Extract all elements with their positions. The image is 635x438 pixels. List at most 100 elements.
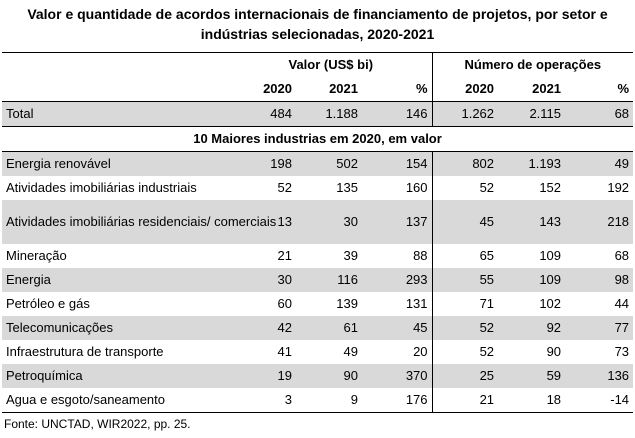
row-label: Telecomunicações: [2, 316, 230, 340]
cell-value-2020: 42: [230, 316, 296, 340]
cell-ops-pct: 77: [565, 316, 634, 340]
cell-ops-2020: 1.262: [431, 101, 499, 127]
row-label: Energia: [2, 268, 230, 292]
table-title: Valor e quantidade de acordos internacio…: [0, 4, 635, 44]
header-ops-2020: 2020: [431, 77, 499, 102]
cell-value-2020: 52: [277, 180, 292, 195]
cell-value-pct: 154: [362, 151, 433, 176]
cell-ops-pct: 218: [565, 200, 634, 244]
cell-ops-pct: 98: [565, 268, 634, 292]
row-label: Mineração: [6, 248, 67, 263]
subheading: 10 Maiores industrias em 2020, em valor: [2, 126, 634, 152]
table-row: Petróleo e gás 60 139 131 71 102 44: [2, 292, 633, 316]
cell-value-pct: 88: [413, 248, 428, 263]
row-label: Atividades imobiliárias residenciais/ co…: [2, 200, 276, 244]
cell-ops-pct: -14: [565, 388, 634, 413]
cell-ops-2020: 21: [431, 388, 499, 413]
cell-ops-2021: 109: [498, 268, 566, 292]
cell-value-2020: 484: [230, 101, 296, 127]
cell-ops-2021: 90: [546, 344, 562, 359]
cell-value-pct: 370: [362, 364, 433, 388]
header-value-2021: 2021: [296, 77, 362, 102]
cell-value-2021: 1.188: [296, 101, 362, 127]
cell-value-2020: 198: [230, 151, 296, 176]
cell-ops-pct: 44: [614, 296, 630, 311]
cell-value-pct: 160: [405, 180, 428, 195]
cell-value-pct: 20: [413, 344, 428, 359]
cell-value-2021: 116: [296, 268, 362, 292]
table-row: Mineração 21 39 88 65 109 68: [2, 244, 633, 268]
row-label: Infraestrutura de transporte: [6, 344, 164, 359]
cell-ops-2020: 45: [431, 200, 499, 244]
cell-ops-2020: 55: [431, 268, 499, 292]
cell-ops-2020: 65: [431, 244, 499, 268]
cell-value-pct: 293: [362, 268, 433, 292]
cell-value-2020: 19: [230, 364, 296, 388]
subheading-row: 10 Maiores industrias em 2020, em valor: [2, 126, 634, 152]
cell-ops-pct: 49: [565, 151, 634, 176]
cell-value-2021: 61: [296, 316, 362, 340]
header-ops-pct: %: [565, 77, 634, 102]
row-label: Petroquímica: [2, 364, 230, 388]
title-line-2: indústrias selecionadas, 2020-2021: [200, 26, 435, 42]
cell-ops-2020: 52: [431, 340, 499, 364]
cell-ops-pct: 68: [565, 101, 634, 127]
table-row: Energia 30 116 293 55 109 98: [2, 268, 634, 292]
header-value-2020: 2020: [230, 77, 296, 102]
cell-ops-pct: 73: [614, 344, 630, 359]
header-value-pct: %: [362, 77, 433, 102]
table-row: Petroquímica 19 90 370 25 59 136: [2, 364, 634, 388]
cell-ops-2021: 18: [498, 388, 566, 413]
cell-ops-2020: 52: [431, 176, 499, 200]
cell-value-2020: 3: [230, 388, 296, 413]
cell-value-2021: 49: [343, 344, 358, 359]
cell-value-2021: 9: [296, 388, 362, 413]
cell-ops-pct: 136: [565, 364, 634, 388]
cell-ops-2021: 109: [539, 248, 562, 263]
cell-ops-pct: 192: [607, 180, 630, 195]
cell-value-2021: 135: [336, 180, 358, 195]
row-label: Energia renovável: [2, 151, 230, 176]
cell-ops-2020: 52: [431, 316, 499, 340]
cell-ops-pct: 68: [614, 248, 630, 263]
cell-ops-2021: 59: [498, 364, 566, 388]
cell-value-pct: 146: [362, 101, 433, 127]
header-ops-2021: 2021: [498, 77, 566, 102]
header-row-years: 2020 2021 % 2020 2021 %: [2, 77, 634, 102]
cell-value-2020: 60: [277, 296, 292, 311]
cell-ops-2021: 92: [498, 316, 566, 340]
cell-value-pct: 137: [362, 200, 433, 244]
cell-value-2020: 13: [230, 200, 296, 244]
cell-value-2021: 139: [336, 296, 358, 311]
row-label: Atividades imobiliárias industriais: [6, 180, 197, 195]
cell-ops-2021: 102: [539, 296, 562, 311]
cell-value-2021: 30: [296, 200, 362, 244]
table-row: Atividades imobiliárias residenciais/ co…: [2, 200, 634, 244]
cell-ops-2020: 802: [431, 151, 499, 176]
cell-ops-2021: 152: [539, 180, 562, 195]
cell-value-2021: 90: [296, 364, 362, 388]
row-label: Petróleo e gás: [6, 296, 90, 311]
row-label: Agua e esgoto/saneamento: [2, 388, 230, 413]
title-line-1: Valor e quantidade de acordos internacio…: [27, 6, 608, 22]
cell-value-2020: 41: [277, 344, 292, 359]
cell-value-pct: 176: [362, 388, 433, 413]
cell-ops-2021: 143: [498, 200, 566, 244]
cell-value-2020: 30: [230, 268, 296, 292]
header-value-group: Valor (US$ bi): [230, 52, 433, 77]
cell-value-2021: 39: [343, 248, 358, 263]
cell-ops-2021: 1.193: [498, 151, 566, 176]
cell-value-2020: 21: [277, 248, 292, 263]
cell-ops-2020: 25: [431, 364, 499, 388]
table-row: Energia renovável 198 502 154 802 1.193 49: [2, 151, 634, 176]
cell-ops-2020: 71: [431, 292, 499, 316]
data-table: Valor (US$ bi) Número de operações 2020 …: [2, 52, 634, 413]
table-row: Infraestrutura de transporte 41 49 20 52 90 73: [2, 340, 633, 364]
table-row: Telecomunicações 42 61 45 52 92 77: [2, 316, 634, 340]
source-note: Fonte: UNCTAD, WIR2022, pp. 25.: [4, 417, 191, 431]
cell-value-pct: 45: [362, 316, 433, 340]
table-row: Agua e esgoto/saneamento 3 9 176 21 18 -14: [2, 388, 634, 413]
table-row: Atividades imobiliárias industriais 52 135…: [2, 176, 633, 200]
row-label: Total: [2, 101, 230, 127]
header-ops-group: Número de operações: [431, 52, 634, 77]
